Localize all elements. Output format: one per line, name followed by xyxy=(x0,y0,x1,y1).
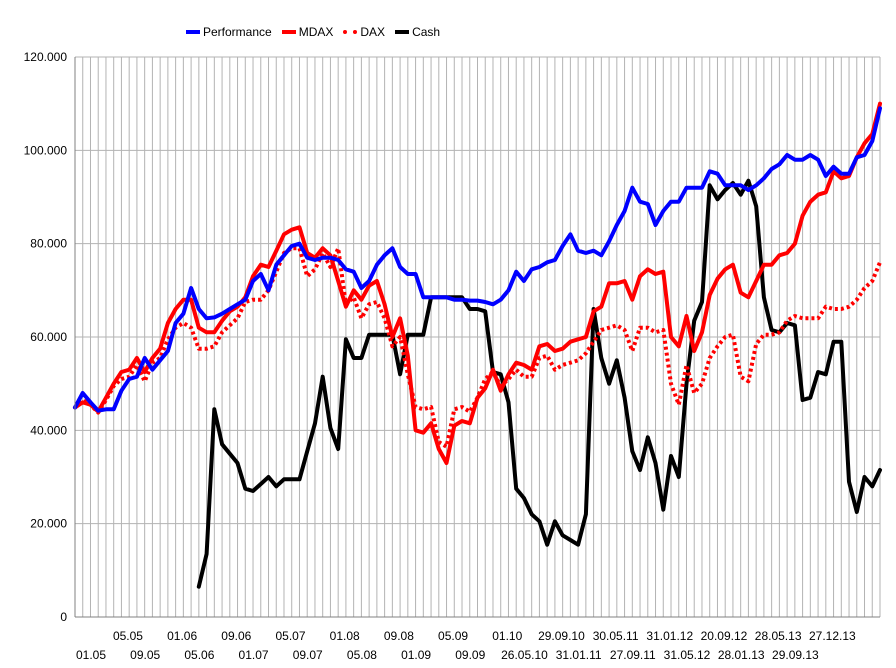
x-axis-tick-labels: 05.05 01.06 09.06 05.07 01.08 09.08 05.09 01.10… xyxy=(76,629,856,662)
legend-label-mdax: MDAX xyxy=(298,25,334,39)
y-tick-label: 80.000 xyxy=(30,237,67,251)
series-lines xyxy=(73,101,882,589)
y-tick-label: 20.000 xyxy=(30,517,67,531)
y-tick-label: 60.000 xyxy=(30,330,67,344)
x-tick-label: 05.05 xyxy=(113,629,143,643)
y-axis-tick-labels: 0 20.000 40.000 60.000 80.000 100.000 120.000 xyxy=(24,50,68,624)
legend-swatch-mdax xyxy=(281,30,296,34)
x-tick-label: 31.05.12 xyxy=(664,648,711,662)
legend-swatch-dax xyxy=(343,30,358,34)
x-tick-label: 31.01.11 xyxy=(556,648,602,662)
legend-label-performance: Performance xyxy=(203,25,272,39)
x-tick-label: 01.07 xyxy=(239,648,269,662)
y-tick-label: 120.000 xyxy=(24,50,68,64)
legend-item-mdax: MDAX xyxy=(281,25,334,39)
legend-item-cash: Cash xyxy=(395,25,440,39)
x-tick-label: 26.05.10 xyxy=(501,648,548,662)
x-tick-label: 28.01.13 xyxy=(718,648,765,662)
x-tick-label: 01.10 xyxy=(492,629,522,643)
legend-swatch-performance xyxy=(186,30,200,34)
chart-legend: Performance MDAX DAX Cash xyxy=(186,22,440,42)
x-tick-label: 27.12.13 xyxy=(809,629,856,643)
x-tick-label: 09.05 xyxy=(130,648,160,662)
x-tick-label: 01.09 xyxy=(401,648,431,662)
legend-label-dax: DAX xyxy=(360,25,386,39)
y-tick-label: 40.000 xyxy=(30,423,67,437)
x-tick-label: 05.09 xyxy=(438,629,468,643)
x-tick-label: 05.06 xyxy=(184,648,214,662)
x-tick-label: 01.08 xyxy=(330,629,360,643)
x-tick-label: 31.01.12 xyxy=(646,629,693,643)
x-tick-label: 05.08 xyxy=(347,648,377,662)
series-line-mdax xyxy=(73,101,882,465)
series-line-performance xyxy=(73,106,882,413)
y-tick-label: 100.000 xyxy=(24,143,68,157)
x-tick-label: 29.09.13 xyxy=(772,648,819,662)
legend-item-dax: DAX xyxy=(343,25,385,39)
y-tick-label: 0 xyxy=(60,610,67,624)
x-tick-label: 29.09.10 xyxy=(538,629,585,643)
series-line-cash xyxy=(196,178,882,589)
x-tick-label: 27.09.11 xyxy=(610,648,656,662)
x-tick-label: 09.06 xyxy=(221,629,251,643)
x-tick-label: 09.09 xyxy=(455,648,485,662)
x-tick-label: 28.05.13 xyxy=(755,629,802,643)
x-tick-label: 30.05.11 xyxy=(593,629,639,643)
legend-swatch-cash xyxy=(395,30,410,34)
x-tick-label: 09.08 xyxy=(384,629,414,643)
x-tick-label: 01.05 xyxy=(76,648,106,662)
x-tick-label: 20.09.12 xyxy=(701,629,748,643)
x-tick-label: 01.06 xyxy=(167,629,197,643)
x-tick-label: 05.07 xyxy=(275,629,305,643)
x-tick-label: 09.07 xyxy=(293,648,323,662)
legend-label-cash: Cash xyxy=(412,25,441,39)
legend-item-performance: Performance xyxy=(186,25,272,39)
